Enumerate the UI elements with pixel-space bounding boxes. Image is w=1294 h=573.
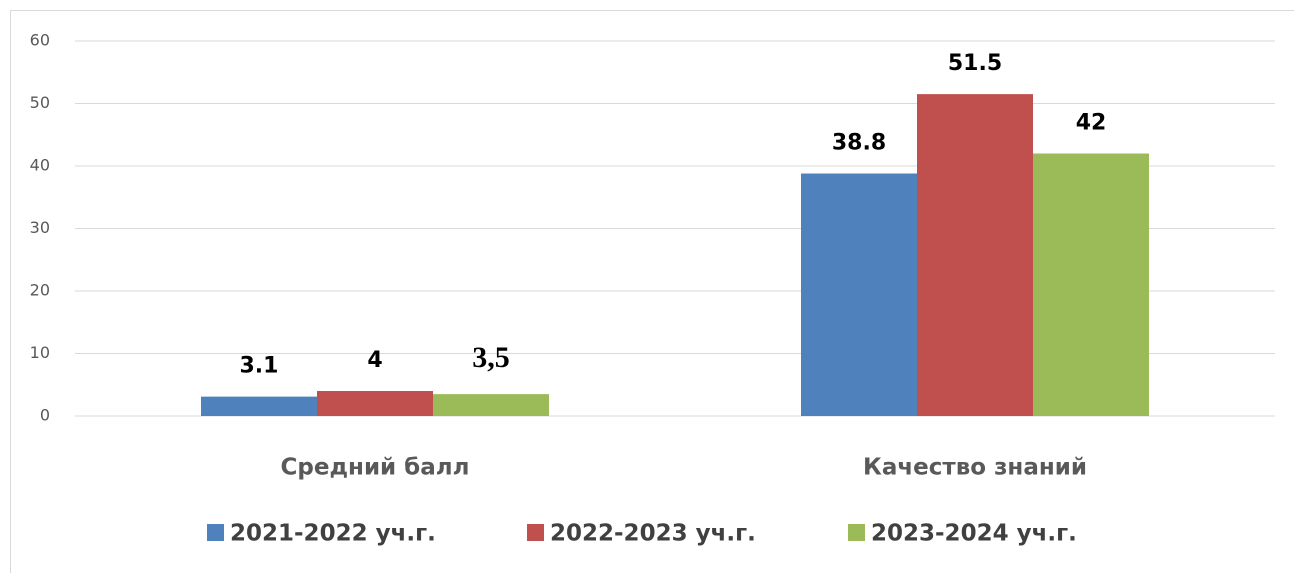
bar <box>201 396 317 416</box>
y-tick-label: 0 <box>40 406 50 425</box>
chart-frame <box>10 10 1294 573</box>
x-tick-label: Средний балл <box>281 455 470 481</box>
legend-swatch <box>207 524 224 541</box>
bar <box>801 173 917 416</box>
data-label: 3,5 <box>472 341 510 374</box>
legend-swatch <box>848 524 865 541</box>
bar <box>917 94 1033 416</box>
legend-swatch <box>527 524 544 541</box>
data-label: 38.8 <box>832 131 886 156</box>
x-tick-label: Качество знаний <box>863 455 1087 481</box>
data-label: 42 <box>1076 111 1107 136</box>
bar <box>433 394 549 416</box>
bar <box>1033 153 1149 416</box>
data-label: 51.5 <box>948 51 1002 76</box>
y-tick-label: 20 <box>30 281 50 300</box>
bar <box>317 391 433 416</box>
y-tick-label: 30 <box>30 218 50 237</box>
y-tick-label: 60 <box>30 31 50 50</box>
data-label: 3.1 <box>240 354 279 379</box>
data-label: 4 <box>367 348 382 373</box>
y-tick-label: 50 <box>30 93 50 112</box>
y-tick-label: 10 <box>30 343 50 362</box>
legend-label: 2022-2023 уч.г. <box>550 521 756 547</box>
legend-label: 2021-2022 уч.г. <box>230 521 436 547</box>
y-tick-label: 40 <box>30 156 50 175</box>
legend-label: 2023-2024 уч.г. <box>871 521 1077 547</box>
